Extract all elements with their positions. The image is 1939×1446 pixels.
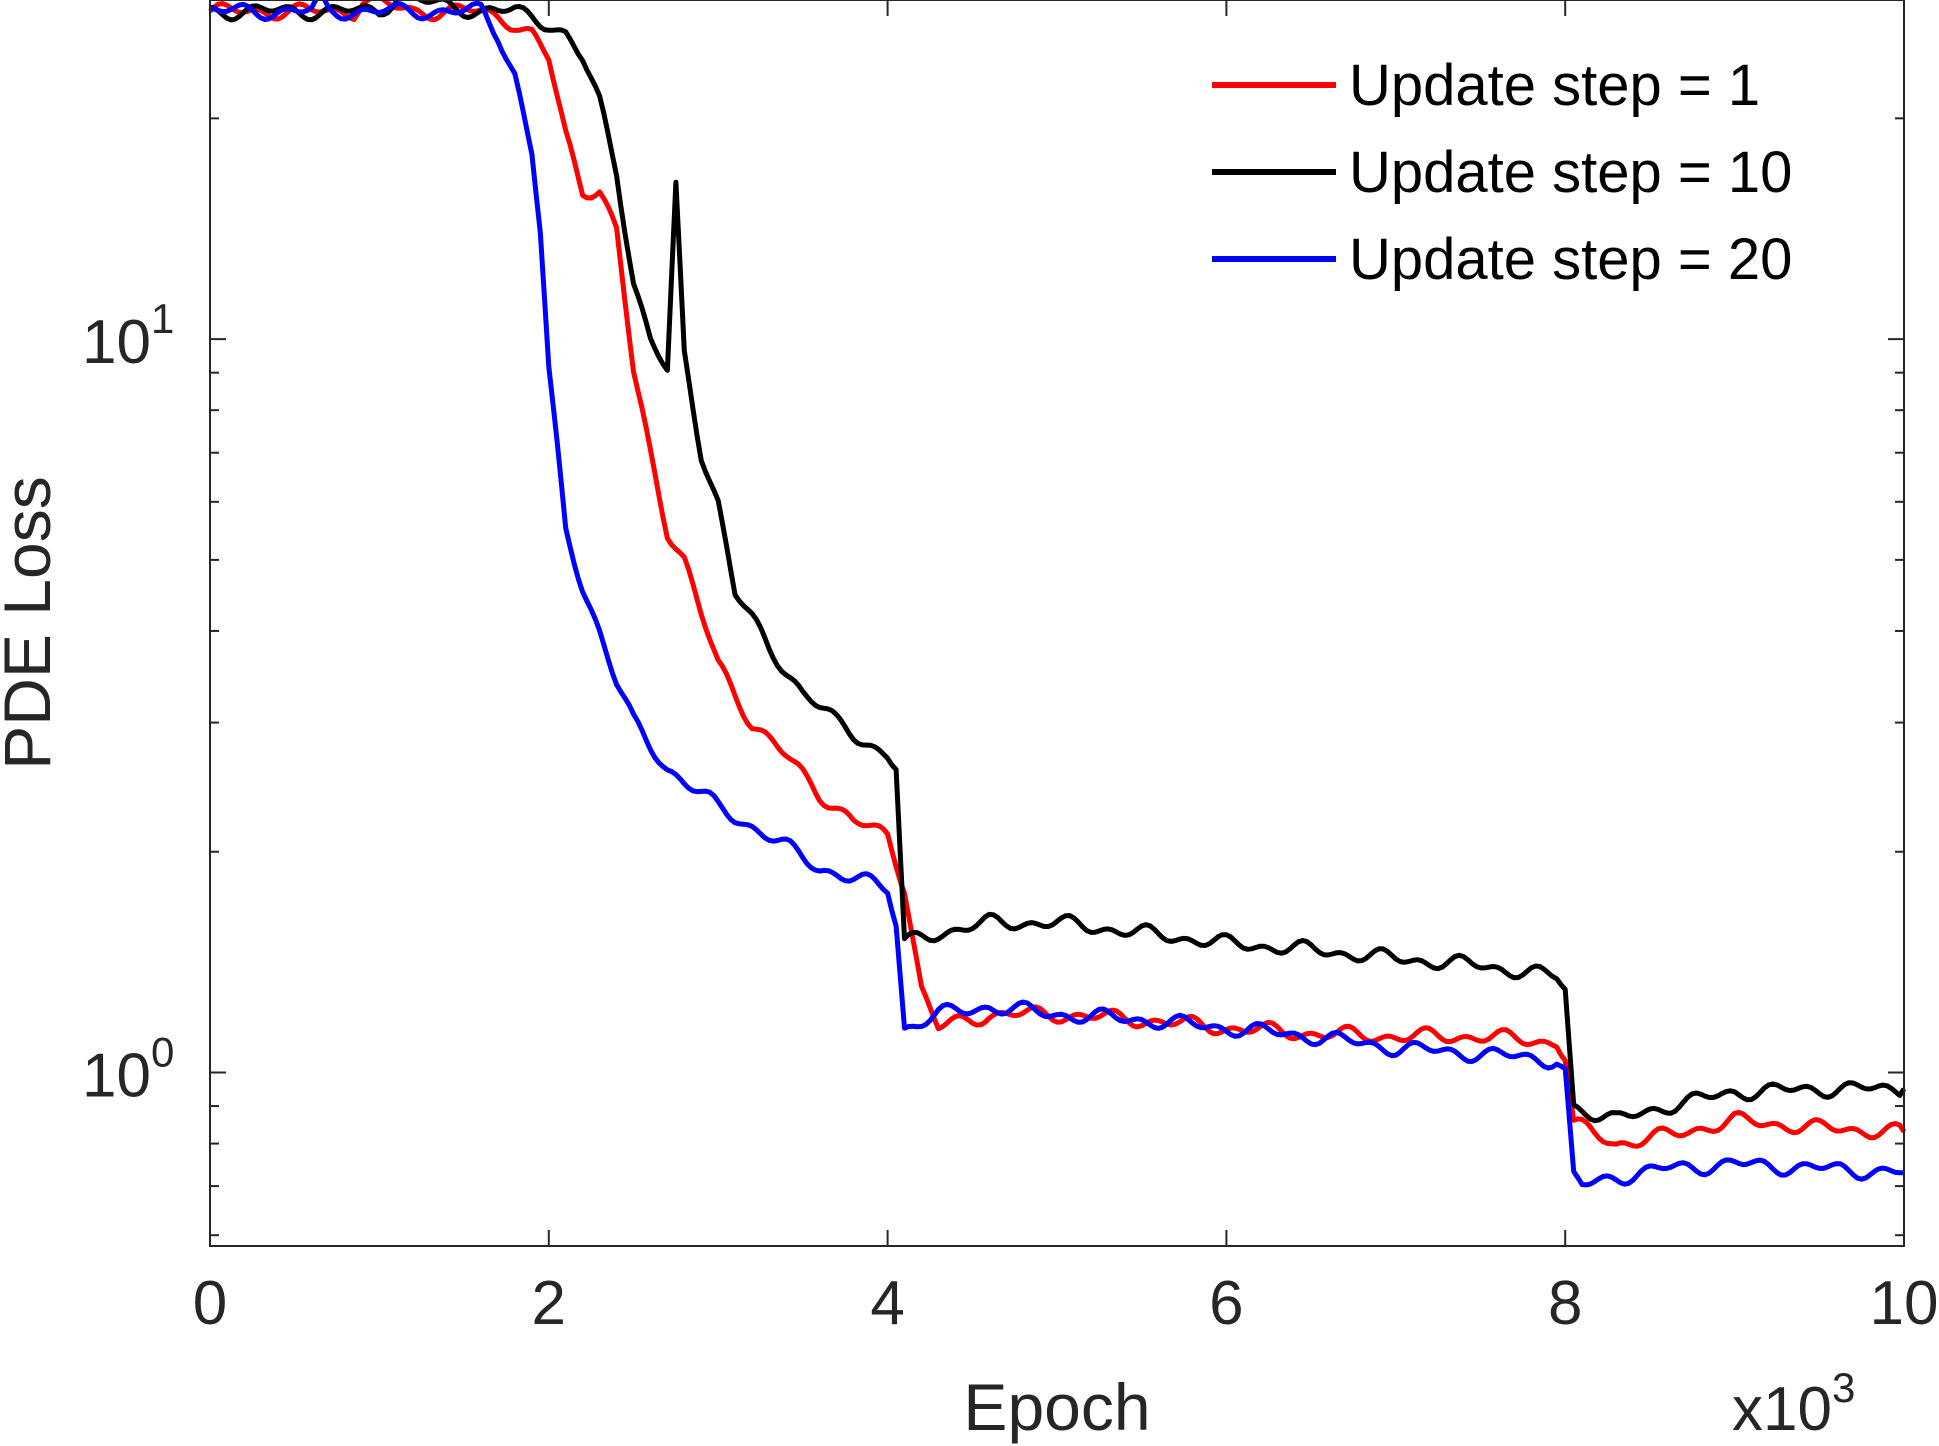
- x-axis-label: Epoch: [963, 1370, 1150, 1444]
- y-tick-label-exponent: 0: [151, 1029, 174, 1076]
- x-tick-label: 0: [193, 1269, 227, 1338]
- x-axis-multiplier: x103: [1732, 1364, 1855, 1444]
- y-axis-label: PDE Loss: [0, 476, 64, 769]
- y-tick-label: 101: [82, 295, 174, 377]
- y-tick-label: 100: [82, 1029, 174, 1111]
- x-axis-multiplier-exponent: 3: [1832, 1364, 1855, 1411]
- y-tick-label-base: 10: [82, 308, 151, 377]
- x-tick-label: 4: [870, 1269, 904, 1338]
- x-tick-label: 10: [1870, 1269, 1939, 1338]
- series-line-3: [209, 0, 1904, 1188]
- legend-label-3: Update step = 20: [1349, 227, 1792, 292]
- x-tick-label: 6: [1209, 1269, 1243, 1338]
- x-axis-multiplier-base: x10: [1732, 1375, 1832, 1444]
- plot-frame: [209, 0, 1905, 1247]
- x-tick-label: 2: [532, 1269, 566, 1338]
- y-tick-label-exponent: 1: [151, 295, 174, 342]
- legend: Update step = 1 Update step = 10 Update st…: [1212, 53, 1792, 292]
- series-layer: [208, 0, 1907, 1188]
- legend-label-2: Update step = 10: [1349, 140, 1792, 205]
- series-line-1: [208, 0, 1907, 1149]
- x-tick-label: 8: [1548, 1269, 1582, 1338]
- series-line-2: [209, 0, 1907, 1124]
- legend-label-1: Update step = 1: [1349, 53, 1760, 118]
- y-tick-label-base: 10: [82, 1042, 151, 1111]
